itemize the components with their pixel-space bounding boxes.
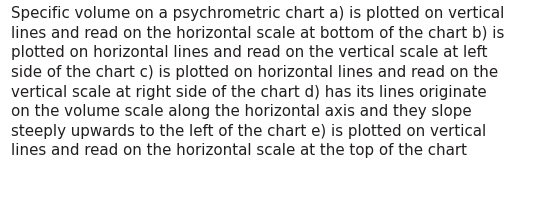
Text: Specific volume on a psychrometric chart a) is plotted on vertical
lines and rea: Specific volume on a psychrometric chart… xyxy=(11,6,504,158)
